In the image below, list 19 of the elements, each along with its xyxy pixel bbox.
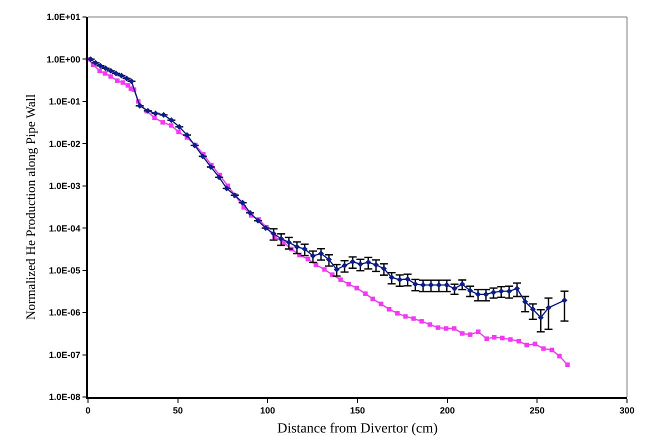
y-tick-label: 1.0E-07 <box>48 350 80 360</box>
x-tick-label: 50 <box>172 406 183 416</box>
y-tick-label: 1.0E-08 <box>48 392 80 402</box>
x-tick-label: 250 <box>530 406 545 416</box>
x-tick-label: 150 <box>350 406 366 416</box>
y-axis-title: Normalized He Production along Pipe Wall <box>23 94 38 320</box>
x-tick-label: 200 <box>440 406 455 416</box>
y-tick-label: 1.0E-03 <box>48 181 80 192</box>
x-tick-label: 300 <box>619 406 635 416</box>
x-tick-label: 100 <box>260 406 276 416</box>
y-tick-label: 1.0E-02 <box>48 138 80 149</box>
x-axis-title: Distance from Divertor (cm) <box>277 421 438 436</box>
y-tick-label: 1.0E+01 <box>46 12 80 22</box>
y-tick-label: 1.0E-01 <box>48 96 80 107</box>
y-tick-label: 1.0E-06 <box>48 308 80 318</box>
x-tick-label: 0 <box>85 406 91 416</box>
y-tick-label: 1.0E+00 <box>46 54 80 64</box>
y-tick-label: 1.0E-05 <box>48 265 80 276</box>
y-tick-label: 1.0E-04 <box>48 223 80 234</box>
